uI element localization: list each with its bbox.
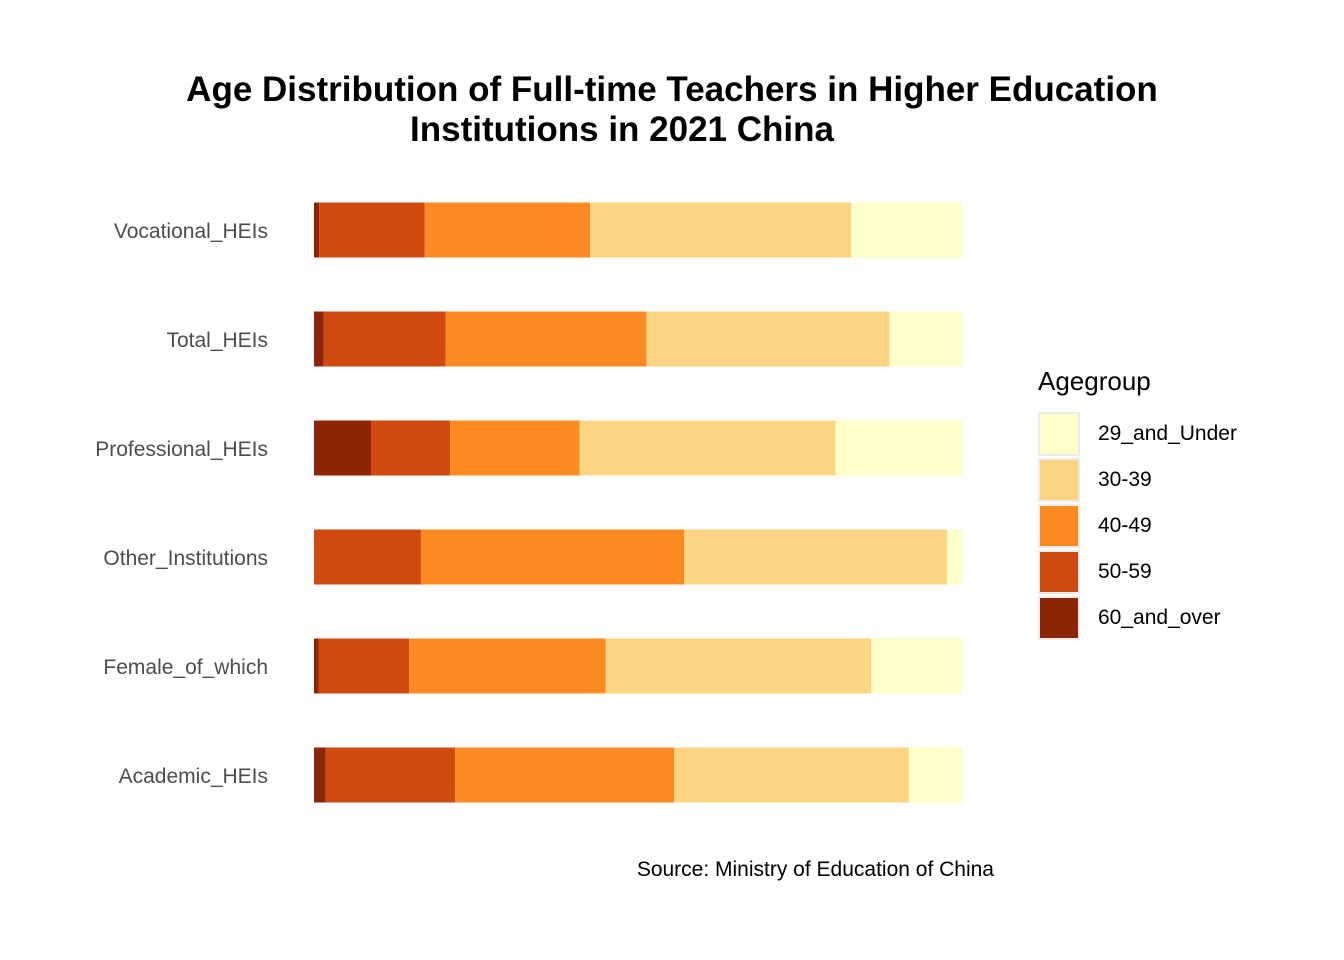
- bar-segment-Professional_HEIs-60_and_over: [314, 420, 372, 476]
- bar-segment-Female_of_which-60_and_over: [314, 638, 319, 694]
- bar-segment-Vocational_HEIs-50-59: [319, 202, 425, 258]
- legend-swatch: [1038, 458, 1080, 502]
- chart-title-line-1: Age Distribution of Full-time Teachers i…: [186, 70, 1158, 109]
- category-axis-labels: Vocational_HEIs Total_HEIs Professional_HE…: [95, 220, 268, 788]
- bar-segment-Other_Institutions-29_and_Under: [947, 529, 962, 585]
- bar-segment-Academic_HEIs-40-49: [455, 747, 675, 803]
- bar-segment-Academic_HEIs-30-39: [674, 747, 909, 803]
- category-label-Vocational_HEIs: Vocational_HEIs: [114, 220, 268, 243]
- category-label-Professional_HEIs: Professional_HEIs: [95, 438, 268, 461]
- bar-segment-Female_of_which-29_and_Under: [871, 638, 962, 694]
- legend-swatch: [1038, 504, 1080, 548]
- category-label-Academic_HEIs: Academic_HEIs: [119, 765, 268, 788]
- category-label-Other_Institutions: Other_Institutions: [103, 547, 268, 570]
- bar-segment-Female_of_which-40-49: [409, 638, 606, 694]
- bar-segment-Academic_HEIs-60_and_over: [314, 747, 326, 803]
- legend-swatch: [1038, 412, 1080, 456]
- legend-swatch: [1038, 596, 1080, 640]
- chart-title: Age Distribution of Full-time Teachers i…: [0, 70, 1344, 150]
- bar-segment-Other_Institutions-50-59: [314, 529, 421, 585]
- bar-segment-Total_HEIs-40-49: [445, 311, 647, 367]
- legend-item-40-49: 40-49: [1038, 503, 1237, 549]
- bar-segment-Total_HEIs-30-39: [646, 311, 890, 367]
- legend-item-60_and_over: 60_and_over: [1038, 595, 1237, 641]
- bar-segment-Female_of_which-30-39: [605, 638, 872, 694]
- bar-segment-Academic_HEIs-50-59: [325, 747, 456, 803]
- legend-item-50-59: 50-59: [1038, 549, 1237, 595]
- bar-segment-Professional_HEIs-40-49: [450, 420, 580, 476]
- bar-segment-Vocational_HEIs-29_and_Under: [851, 202, 962, 258]
- legend-label: 50-59: [1098, 560, 1152, 583]
- legend-item-30-39: 30-39: [1038, 457, 1237, 503]
- category-label-Total_HEIs: Total_HEIs: [166, 329, 268, 352]
- bar-segment-Vocational_HEIs-40-49: [424, 202, 591, 258]
- legend: Agegroup 29_and_Under 30-39 40-49 50-59 60_a…: [1038, 366, 1237, 641]
- chart-title-line-2: Institutions in 2021 China: [410, 110, 834, 149]
- bar-segment-Other_Institutions-40-49: [420, 529, 685, 585]
- legend-label: 30-39: [1098, 468, 1152, 491]
- bar-segment-Professional_HEIs-29_and_Under: [835, 420, 962, 476]
- bar-segment-Vocational_HEIs-60_and_over: [314, 202, 320, 258]
- bar-segment-Professional_HEIs-30-39: [579, 420, 836, 476]
- bar-segment-Total_HEIs-60_and_over: [314, 311, 324, 367]
- chart-caption: Source: Ministry of Education of China: [636, 858, 994, 881]
- bar-segment-Academic_HEIs-29_and_Under: [908, 747, 962, 803]
- legend-title: Agegroup: [1038, 366, 1151, 396]
- legend-items: 29_and_Under 30-39 40-49 50-59 60_and_over: [1038, 411, 1237, 641]
- category-label-Female_of_which: Female_of_which: [103, 656, 268, 679]
- bars-group: [314, 202, 962, 803]
- bar-segment-Professional_HEIs-50-59: [371, 420, 451, 476]
- legend-label: 40-49: [1098, 514, 1152, 537]
- bar-segment-Other_Institutions-30-39: [684, 529, 948, 585]
- legend-item-29_and_Under: 29_and_Under: [1038, 411, 1237, 457]
- legend-swatch: [1038, 550, 1080, 594]
- bar-segment-Female_of_which-50-59: [318, 638, 410, 694]
- bar-segment-Total_HEIs-29_and_Under: [889, 311, 962, 367]
- legend-label: 29_and_Under: [1098, 422, 1237, 445]
- legend-label: 60_and_over: [1098, 606, 1221, 629]
- bar-segment-Total_HEIs-50-59: [323, 311, 446, 367]
- bar-segment-Vocational_HEIs-30-39: [590, 202, 852, 258]
